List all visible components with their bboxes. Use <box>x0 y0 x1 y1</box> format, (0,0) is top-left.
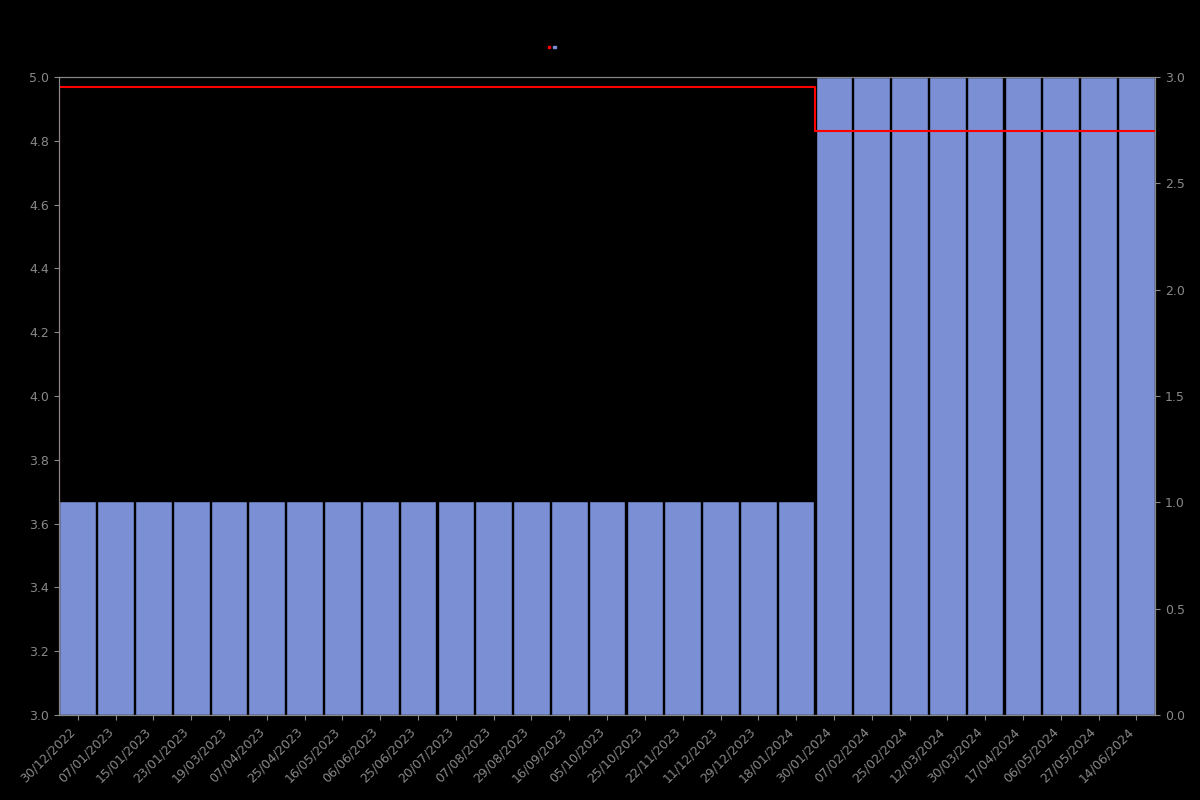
Bar <box>362 502 398 715</box>
Bar <box>551 502 588 715</box>
Legend: , : , <box>547 46 557 47</box>
Bar <box>1043 77 1079 715</box>
Bar <box>400 502 437 715</box>
Bar <box>665 502 701 715</box>
Bar <box>626 502 664 715</box>
Bar <box>816 77 852 715</box>
Bar <box>892 77 928 715</box>
Bar <box>438 502 474 715</box>
Bar <box>287 502 323 715</box>
Bar <box>60 502 96 715</box>
Bar <box>97 502 134 715</box>
Bar <box>1080 77 1117 715</box>
Bar <box>1118 77 1154 715</box>
Bar <box>248 502 286 715</box>
Bar <box>514 502 550 715</box>
Bar <box>967 77 1003 715</box>
Bar <box>589 502 625 715</box>
Bar <box>173 502 210 715</box>
Bar <box>853 77 890 715</box>
Bar <box>324 502 361 715</box>
Bar <box>740 502 776 715</box>
Bar <box>778 502 815 715</box>
Bar <box>702 502 739 715</box>
Bar <box>1004 77 1042 715</box>
Bar <box>136 502 172 715</box>
Bar <box>929 77 966 715</box>
Bar <box>475 502 512 715</box>
Bar <box>211 502 247 715</box>
